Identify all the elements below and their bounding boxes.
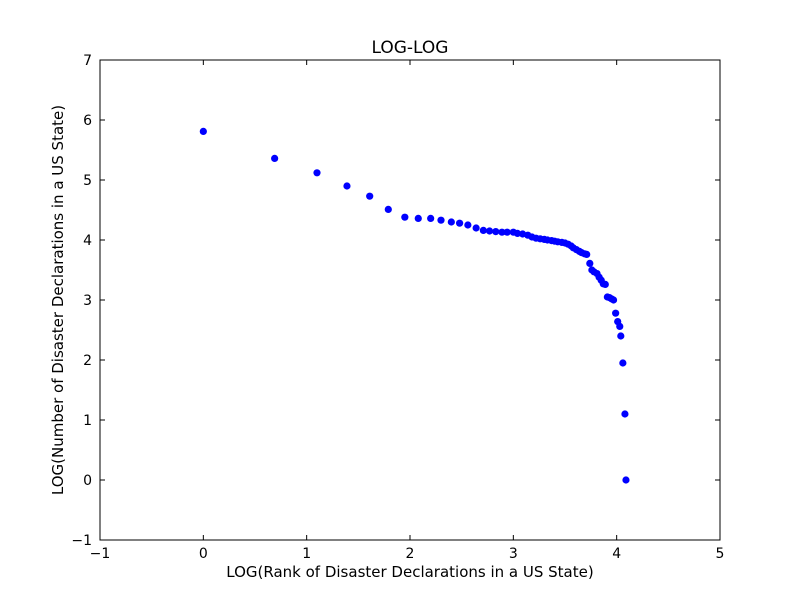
data-point	[384, 205, 392, 213]
data-point	[472, 224, 480, 232]
y-tick-label: −1	[71, 533, 92, 549]
y-tick-label: 5	[83, 173, 92, 189]
y-axis-label: LOG(Number of Disaster Declarations in a…	[49, 105, 67, 495]
data-point	[617, 332, 625, 340]
data-point	[621, 410, 629, 418]
y-tick-label: 3	[83, 293, 92, 309]
plot-frame	[99, 59, 721, 541]
y-tick-label: 0	[83, 473, 92, 489]
x-tick-label: −1	[90, 546, 111, 562]
data-point	[609, 296, 618, 304]
data-point	[583, 250, 591, 258]
y-tick-label: 2	[83, 353, 92, 369]
data-point	[485, 227, 494, 235]
y-tick-label: 1	[83, 413, 92, 429]
data-point	[401, 213, 409, 221]
plot-marks: −1 0 1 2 3 4 5 −1 0 1 2 3 4 5 6 7	[71, 53, 724, 562]
x-tick-label: 3	[509, 546, 518, 562]
data-point	[427, 214, 435, 222]
data-point	[619, 359, 627, 367]
chart-title: LOG-LOG	[372, 38, 449, 58]
data-point	[199, 127, 207, 135]
data-point	[464, 221, 472, 229]
data-point	[447, 218, 455, 226]
data-point	[612, 309, 620, 317]
data-point	[503, 228, 511, 236]
data-point	[313, 169, 321, 177]
x-tick-label: 1	[302, 546, 311, 562]
y-tick-label: 4	[83, 233, 92, 249]
x-tick-label: 4	[612, 546, 621, 562]
data-point	[343, 182, 351, 190]
x-tick-label: 0	[199, 546, 208, 562]
data-point	[492, 228, 500, 236]
data-point	[414, 214, 422, 222]
data-point	[601, 280, 609, 288]
data-point	[586, 259, 594, 267]
data-point	[622, 476, 630, 484]
x-tick-label: 2	[406, 546, 415, 562]
y-tick-label: 6	[83, 113, 92, 129]
data-point	[437, 216, 445, 224]
data-point	[479, 226, 487, 234]
data-point	[616, 322, 624, 330]
data-point	[366, 192, 374, 200]
data-point	[456, 219, 464, 227]
y-tick-label: 7	[83, 53, 92, 69]
x-tick-label: 5	[716, 546, 725, 562]
x-axis-label: LOG(Rank of Disaster Declarations in a U…	[226, 563, 593, 581]
data-point	[271, 154, 279, 162]
data-point	[498, 228, 506, 236]
